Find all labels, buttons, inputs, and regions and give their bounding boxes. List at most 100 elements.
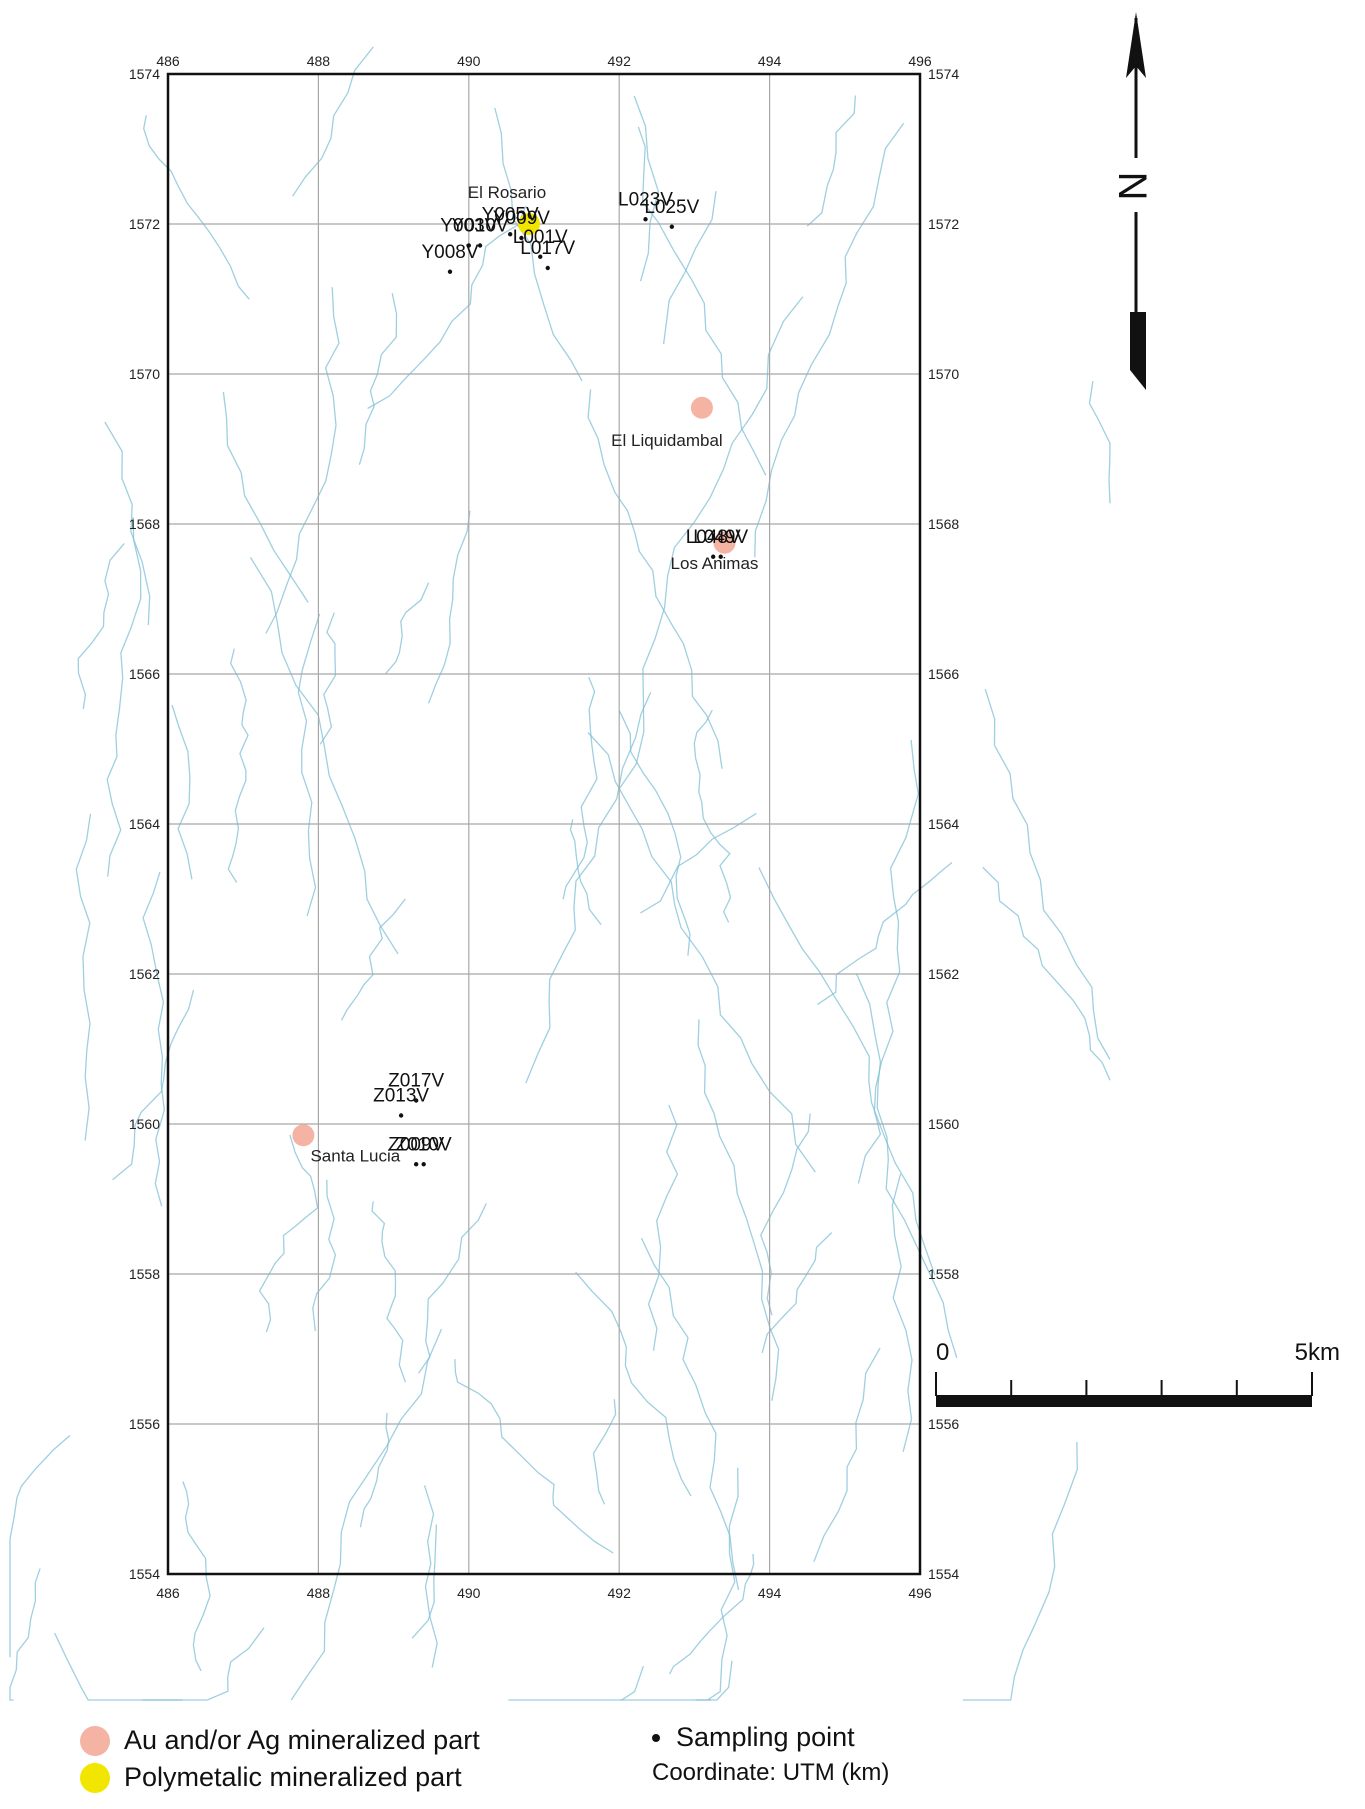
y-tick-right: 1570 (928, 366, 959, 382)
legend-coordinate-label: Coordinate: UTM (km) (652, 1759, 890, 1786)
river-line (569, 819, 602, 925)
river-line (587, 389, 723, 769)
y-tick-left: 1562 (129, 966, 160, 982)
sample-label: L025V (644, 197, 699, 218)
river-line (297, 613, 321, 917)
river-line (143, 115, 250, 300)
river-line (106, 517, 142, 877)
river-line (265, 287, 340, 634)
river-line (754, 122, 905, 558)
x-tick-bottom: 494 (758, 1585, 782, 1601)
x-tick-top: 492 (608, 53, 632, 69)
river-line (54, 1632, 183, 1701)
x-tick-bottom: 496 (908, 1585, 932, 1601)
y-tick-right: 1554 (928, 1566, 959, 1582)
sample-point (711, 554, 716, 559)
river-line (806, 95, 857, 227)
sample-point (466, 243, 471, 248)
north-arrow: N (1112, 12, 1156, 390)
river-line (112, 989, 195, 1181)
y-tick-left: 1554 (129, 1566, 160, 1582)
river-line (508, 1665, 645, 1701)
x-tick-top: 490 (457, 53, 481, 69)
river-line (592, 1399, 617, 1505)
river-line (222, 391, 309, 603)
river-line (662, 191, 717, 345)
x-tick-top: 488 (307, 53, 331, 69)
river-line (620, 1660, 733, 1701)
river-line (385, 582, 430, 675)
sample-point (545, 265, 550, 271)
sample-point (643, 217, 648, 222)
legend-polymetallic-label: Polymetalic mineralized part (124, 1762, 462, 1792)
river-line (695, 1467, 739, 1701)
river-line (575, 1271, 692, 1497)
river-line (758, 867, 936, 1276)
river-line (817, 861, 953, 1005)
north-label: N (1112, 172, 1156, 201)
river-line (619, 710, 691, 956)
sample-point (413, 1098, 419, 1103)
sample-label: Z009V (388, 1134, 444, 1155)
scale-bar: 0 5km (935, 1339, 1340, 1407)
sample-label: Z017V (388, 1071, 444, 1092)
y-tick-right: 1568 (928, 516, 959, 532)
river-line (319, 612, 337, 745)
river-line (760, 1113, 811, 1316)
x-tick-bottom: 486 (156, 1585, 180, 1601)
legend-sampling-label: Sampling point (676, 1722, 855, 1752)
river-line (371, 1201, 407, 1383)
x-tick-bottom: 488 (307, 1585, 331, 1601)
river-line (290, 1328, 443, 1701)
y-tick-right: 1574 (928, 66, 959, 82)
x-tick-top: 494 (758, 53, 782, 69)
river-line (427, 510, 471, 704)
river-line (9, 1435, 71, 1658)
sample-point (398, 1113, 404, 1118)
polymetallic-site-marker (517, 213, 540, 235)
sample-point (718, 554, 723, 559)
river-line (891, 1173, 913, 1452)
x-tick-bottom: 490 (457, 1585, 481, 1601)
river-line (669, 1553, 755, 1675)
scale-bar-rect (936, 1395, 1312, 1407)
legend-au-ag: Au and/or Ag mineralized part (80, 1725, 480, 1756)
y-tick-right: 1572 (928, 216, 959, 232)
river-line (494, 107, 583, 382)
river-line (367, 205, 527, 410)
river-line (693, 709, 732, 923)
y-tick-left: 1560 (129, 1116, 160, 1132)
polymetallic-swatch-icon (80, 1762, 110, 1793)
sample-label: Y009V (493, 208, 550, 229)
x-tick-top: 496 (908, 53, 932, 69)
site-label: El Liquidambal (611, 431, 723, 450)
x-tick-bottom: 492 (608, 1585, 632, 1601)
river-line (75, 813, 92, 1141)
x-tick-top: 486 (156, 53, 180, 69)
river-line (761, 1232, 833, 1354)
north-arrow-icon (1126, 12, 1146, 78)
y-tick-right: 1562 (928, 966, 959, 982)
sample-point (669, 224, 675, 229)
river-line (618, 296, 804, 789)
sample-point (477, 243, 483, 248)
y-tick-left: 1556 (129, 1416, 160, 1432)
legend-left: Au and/or Ag mineralized part Polymetali… (80, 1725, 480, 1799)
legend-right: Sampling point Coordinate: UTM (km) (652, 1722, 889, 1793)
site-label: Santa Lucia (310, 1146, 400, 1165)
river-line (227, 648, 249, 883)
sampling-dot-icon (652, 1733, 660, 1742)
legend-sampling: Sampling point (652, 1722, 889, 1753)
sample-label: L023V (618, 189, 673, 210)
river-line (633, 95, 660, 282)
site-label: El Rosario (468, 183, 546, 202)
au-ag-site-marker (713, 531, 736, 554)
sample-label: Y005V (482, 204, 539, 225)
river-line (454, 1359, 614, 1554)
river-line (182, 1481, 211, 1672)
river-line (411, 1524, 438, 1639)
sample-point (507, 232, 513, 237)
y-tick-right: 1566 (928, 666, 959, 682)
